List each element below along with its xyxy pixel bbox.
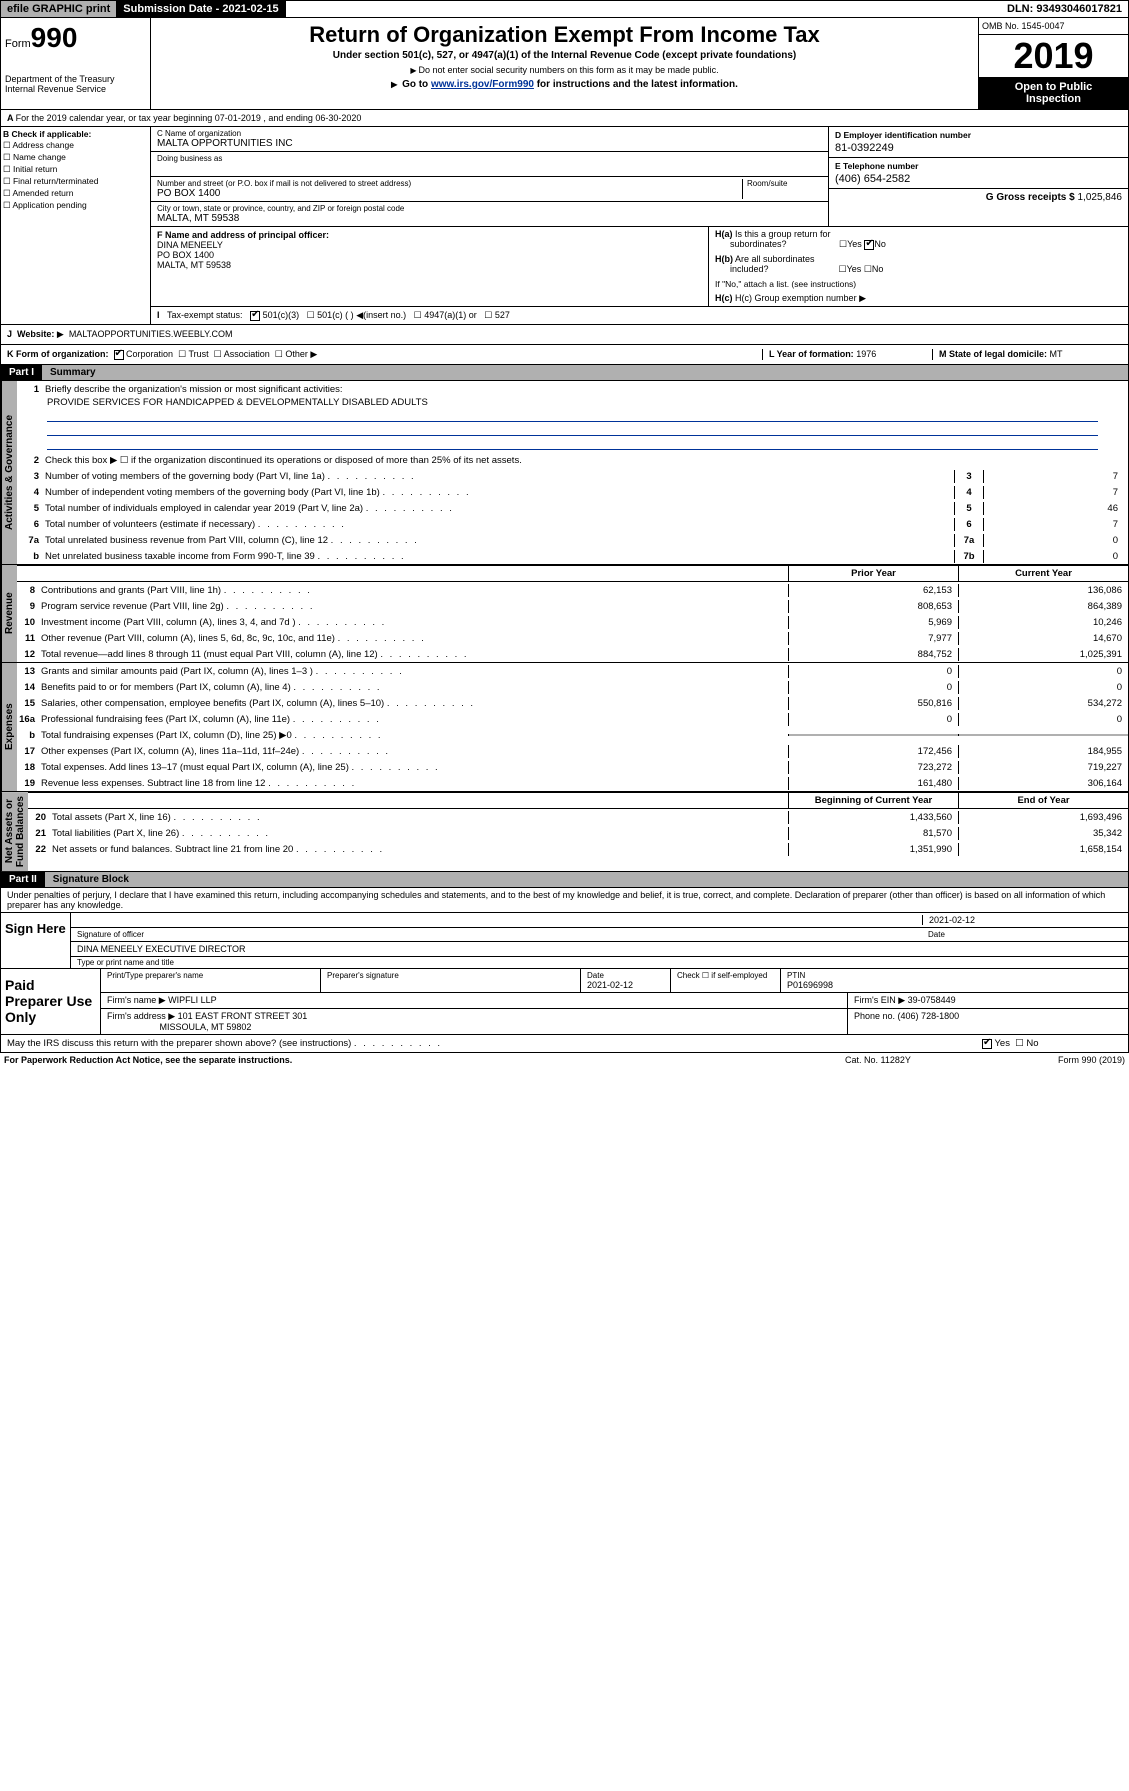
submission-date: Submission Date - 2021-02-15 <box>117 1 285 17</box>
table-row: 5Total number of individuals employed in… <box>17 500 1128 516</box>
table-row: 12Total revenue—add lines 8 through 11 (… <box>17 646 1128 662</box>
footer: For Paperwork Reduction Act Notice, see … <box>0 1053 1129 1067</box>
address-cell: Number and street (or P.O. box if mail i… <box>151 177 828 202</box>
form-number: Form990 <box>5 22 146 54</box>
org-name-cell: C Name of organization MALTA OPPORTUNITI… <box>151 127 828 152</box>
principal-officer: F Name and address of principal officer:… <box>151 227 708 306</box>
signature-block: Sign Here 2021-02-12 Signature of office… <box>0 913 1129 969</box>
chk-group-no[interactable] <box>864 240 874 250</box>
table-row: 18Total expenses. Add lines 13–17 (must … <box>17 759 1128 775</box>
chk-discuss-yes[interactable] <box>982 1039 992 1049</box>
activities-governance: Activities & Governance 1Briefly describ… <box>0 381 1129 565</box>
table-row: 13Grants and similar amounts paid (Part … <box>17 663 1128 679</box>
table-row: 15Salaries, other compensation, employee… <box>17 695 1128 711</box>
table-row: 4Number of independent voting members of… <box>17 484 1128 500</box>
form-title: Return of Organization Exempt From Incom… <box>155 22 974 48</box>
tax-year: 2019 <box>979 35 1128 77</box>
table-row: 20Total assets (Part X, line 16) 1,433,5… <box>28 809 1128 825</box>
chk-final-return[interactable]: ☐ Final return/terminated <box>3 176 148 187</box>
table-row: 21Total liabilities (Part X, line 26) 81… <box>28 825 1128 841</box>
chk-address-change[interactable]: ☐ Address change <box>3 140 148 151</box>
chk-501c3[interactable] <box>250 311 260 321</box>
table-row: 16aProfessional fundraising fees (Part I… <box>17 711 1128 727</box>
table-row: 22Net assets or fund balances. Subtract … <box>28 841 1128 857</box>
table-row: 19Revenue less expenses. Subtract line 1… <box>17 775 1128 791</box>
form-of-org-row: K Form of organization: Corporation ☐ Tr… <box>0 345 1129 365</box>
part2-header: Part II Signature Block <box>0 872 1129 888</box>
table-row: bNet unrelated business taxable income f… <box>17 548 1128 564</box>
department: Department of the Treasury Internal Reve… <box>5 74 146 94</box>
net-assets-section: Net Assets or Fund Balances Beginning of… <box>0 792 1129 872</box>
top-bar: efile GRAPHIC print Submission Date - 20… <box>0 0 1129 18</box>
form-subtitle: Under section 501(c), 527, or 4947(a)(1)… <box>155 50 974 61</box>
table-row: 3Number of voting members of the governi… <box>17 468 1128 484</box>
ein-cell: D Employer identification number 81-0392… <box>829 127 1128 158</box>
revenue-section: Revenue Prior YearCurrent Year 8Contribu… <box>0 565 1129 663</box>
chk-amended-return[interactable]: ☐ Amended return <box>3 188 148 199</box>
part1-header: Part I Summary <box>0 365 1129 381</box>
dba-cell: Doing business as <box>151 152 828 177</box>
omb-number: OMB No. 1545-0047 <box>979 18 1128 35</box>
chk-name-change[interactable]: ☐ Name change <box>3 152 148 163</box>
group-return-block: H(a) Is this a group return for subordin… <box>708 227 1128 306</box>
table-row: 7aTotal unrelated business revenue from … <box>17 532 1128 548</box>
chk-application-pending[interactable]: ☐ Application pending <box>3 200 148 211</box>
table-row: 11Other revenue (Part VIII, column (A), … <box>17 630 1128 646</box>
phone-cell: E Telephone number (406) 654-2582 <box>829 158 1128 189</box>
expenses-section: Expenses 13Grants and similar amounts pa… <box>0 663 1129 792</box>
city-cell: City or town, state or province, country… <box>151 202 828 226</box>
table-row: bTotal fundraising expenses (Part IX, co… <box>17 727 1128 743</box>
chk-initial-return[interactable]: ☐ Initial return <box>3 164 148 175</box>
privacy-note: Do not enter social security numbers on … <box>155 65 974 75</box>
perjury-statement: Under penalties of perjury, I declare th… <box>0 888 1129 913</box>
website-row: J Website: ▶ MALTAOPPORTUNITIES.WEEBLY.C… <box>0 325 1129 345</box>
paid-preparer-block: Paid Preparer Use Only Print/Type prepar… <box>0 969 1129 1035</box>
table-row: 6Total number of volunteers (estimate if… <box>17 516 1128 532</box>
table-row: 8Contributions and grants (Part VIII, li… <box>17 582 1128 598</box>
efile-print-button[interactable]: efile GRAPHIC print <box>1 1 117 17</box>
chk-corporation[interactable] <box>114 350 124 360</box>
section-b-checkboxes: B Check if applicable: ☐ Address change … <box>1 127 151 324</box>
form-header: Form990 Department of the Treasury Inter… <box>0 18 1129 110</box>
dln: DLN: 93493046017821 <box>1001 1 1128 17</box>
table-row: 10Investment income (Part VIII, column (… <box>17 614 1128 630</box>
tax-exempt-status: I Tax-exempt status: 501(c)(3) ☐ 501(c) … <box>151 307 1128 324</box>
table-row: 17Other expenses (Part IX, column (A), l… <box>17 743 1128 759</box>
tax-year-line: A For the 2019 calendar year, or tax yea… <box>0 110 1129 127</box>
open-to-public: Open to Public Inspection <box>979 77 1128 109</box>
discuss-row: May the IRS discuss this return with the… <box>0 1035 1129 1053</box>
instructions-link[interactable]: Go to www.irs.gov/Form990 for instructio… <box>155 79 974 90</box>
entity-info-block: B Check if applicable: ☐ Address change … <box>0 127 1129 325</box>
table-row: 14Benefits paid to or for members (Part … <box>17 679 1128 695</box>
table-row: 9Program service revenue (Part VIII, lin… <box>17 598 1128 614</box>
gross-receipts-cell: G Gross receipts $ 1,025,846 <box>829 189 1128 206</box>
